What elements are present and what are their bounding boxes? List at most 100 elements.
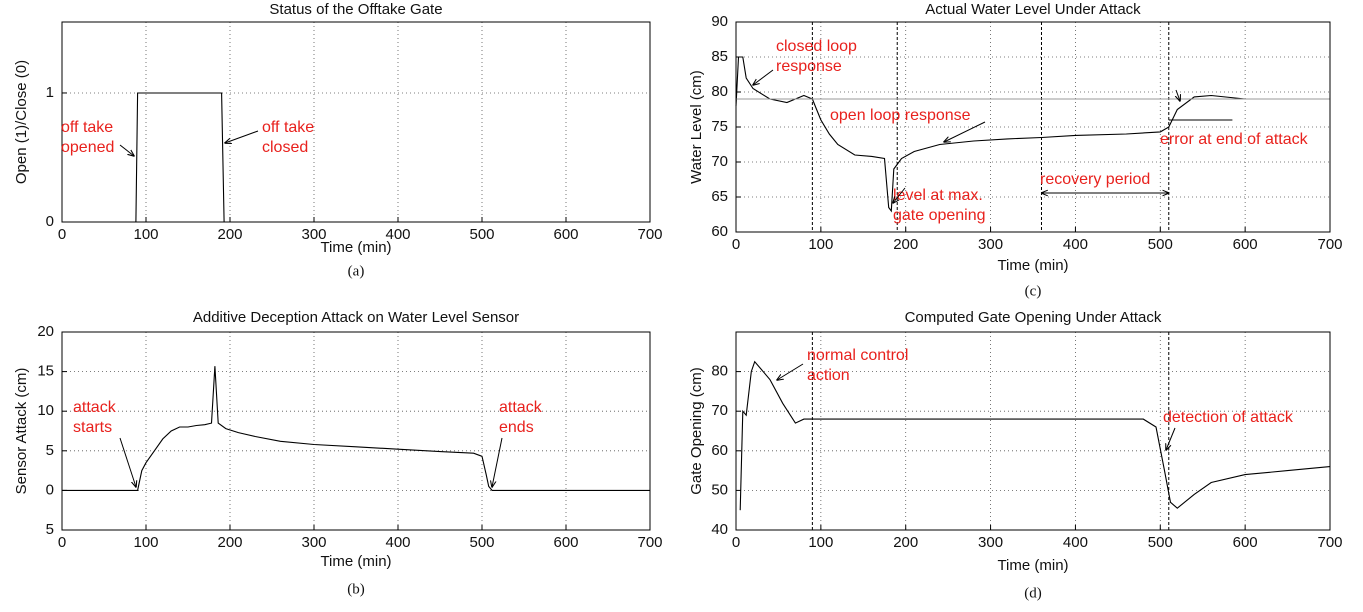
data-line: [735, 56, 1330, 213]
y-axis-label: Gate Opening (cm): [688, 367, 705, 495]
annotation: normal control: [807, 347, 908, 364]
y-axis-label: Sensor Attack (cm): [13, 368, 30, 495]
x-tick-label: 100: [808, 534, 833, 551]
x-tick-label: 100: [133, 226, 158, 243]
chart-title: Actual Water Level Under Attack: [925, 1, 1141, 18]
y-tick-label: 80: [711, 363, 728, 380]
x-tick-label: 0: [58, 226, 66, 243]
annotation-arrow: [119, 144, 134, 156]
annotation-arrow: [944, 121, 986, 142]
annotation: off take: [61, 119, 113, 136]
panel-label: (b): [347, 581, 365, 597]
y-tick-label: 70: [711, 402, 728, 419]
x-axis-label: Time (min): [997, 257, 1068, 274]
annotation: starts: [73, 419, 112, 436]
x-tick-label: 500: [1148, 534, 1173, 551]
x-tick-label: 400: [385, 226, 410, 243]
annotation: recovery period: [1040, 171, 1150, 188]
annotation: closed loop: [776, 38, 857, 55]
x-tick-label: 500: [469, 226, 494, 243]
annotation: gate opening: [893, 207, 986, 224]
x-tick-label: 400: [1063, 534, 1088, 551]
annotation: attack: [499, 399, 543, 416]
y-tick-label: 80: [711, 83, 728, 100]
x-tick-label: 700: [1317, 236, 1342, 253]
y-tick-label: 15: [37, 363, 54, 380]
y-axis-label: Water Level (cm): [688, 70, 705, 184]
annotation-arrow: [893, 187, 906, 203]
y-tick-label: 40: [711, 521, 728, 538]
x-tick-label: 600: [553, 226, 578, 243]
annotation-arrow: [753, 69, 774, 85]
y-tick-label: 60: [711, 223, 728, 240]
y-tick-label: 5: [46, 442, 54, 459]
annotation: ends: [499, 419, 534, 436]
annotation: response: [776, 58, 842, 75]
y-tick-label: 75: [711, 118, 728, 135]
x-tick-label: 100: [133, 534, 158, 551]
annotation: attack: [73, 399, 117, 416]
y-tick-label: 20: [37, 323, 54, 340]
chart-title: Status of the Offtake Gate: [269, 1, 442, 18]
x-axis-label: Time (min): [997, 557, 1068, 574]
y-axis-label: Open (1)/Close (0): [13, 60, 30, 184]
annotation: closed: [262, 139, 308, 156]
x-axis-label: Time (min): [320, 553, 391, 570]
x-tick-label: 700: [637, 534, 662, 551]
annotation-arrow: [1166, 427, 1176, 450]
x-tick-label: 400: [1063, 236, 1088, 253]
x-tick-label: 500: [1148, 236, 1173, 253]
x-tick-label: 600: [553, 534, 578, 551]
plot-frame: [735, 21, 1331, 233]
x-tick-label: 700: [1317, 534, 1342, 551]
annotation-arrow: [777, 363, 804, 380]
y-tick-label: 5: [46, 521, 54, 538]
x-axis-label: Time (min): [320, 239, 391, 256]
data-line: [62, 366, 650, 491]
x-tick-label: 400: [385, 534, 410, 551]
annotation: action: [807, 367, 850, 384]
plot-frame: [61, 21, 651, 223]
x-tick-label: 300: [978, 236, 1003, 253]
annotation: level at max.: [893, 187, 983, 204]
y-tick-label: 0: [46, 213, 54, 230]
x-tick-label: 300: [301, 534, 326, 551]
y-tick-label: 10: [37, 402, 54, 419]
panel-label: (c): [1025, 283, 1042, 299]
annotation: detection of attack: [1163, 409, 1294, 426]
chart-title: Computed Gate Opening Under Attack: [905, 309, 1162, 326]
x-tick-label: 0: [58, 534, 66, 551]
data-line: [739, 360, 1331, 511]
annotation-arrow: [1176, 89, 1180, 101]
x-tick-label: 200: [893, 236, 918, 253]
annotation: off take: [262, 119, 314, 136]
x-tick-label: 600: [1233, 236, 1258, 253]
data-line: [62, 92, 650, 223]
panel-label: (d): [1024, 585, 1042, 601]
y-tick-label: 0: [46, 481, 54, 498]
y-tick-label: 1: [46, 84, 54, 101]
y-tick-label: 85: [711, 48, 728, 65]
x-tick-label: 600: [1233, 534, 1258, 551]
x-tick-label: 300: [978, 534, 1003, 551]
annotation-arrow: [492, 437, 503, 487]
annotation-arrow: [225, 130, 259, 143]
y-tick-label: 50: [711, 481, 728, 498]
x-tick-label: 100: [808, 236, 833, 253]
x-tick-label: 200: [217, 534, 242, 551]
y-tick-label: 90: [711, 13, 728, 30]
annotation-arrow: [119, 437, 136, 487]
annotation: open loop response: [830, 107, 971, 124]
x-tick-label: 0: [732, 236, 740, 253]
annotation: error at end of attack: [1160, 131, 1309, 148]
y-tick-label: 70: [711, 153, 728, 170]
panel-label: (a): [348, 263, 365, 279]
x-tick-label: 300: [301, 226, 326, 243]
x-tick-label: 200: [217, 226, 242, 243]
x-tick-label: 200: [893, 534, 918, 551]
y-tick-label: 60: [711, 442, 728, 459]
annotation: opened: [61, 139, 114, 156]
x-tick-label: 500: [469, 534, 494, 551]
plot-frame: [735, 331, 1331, 531]
